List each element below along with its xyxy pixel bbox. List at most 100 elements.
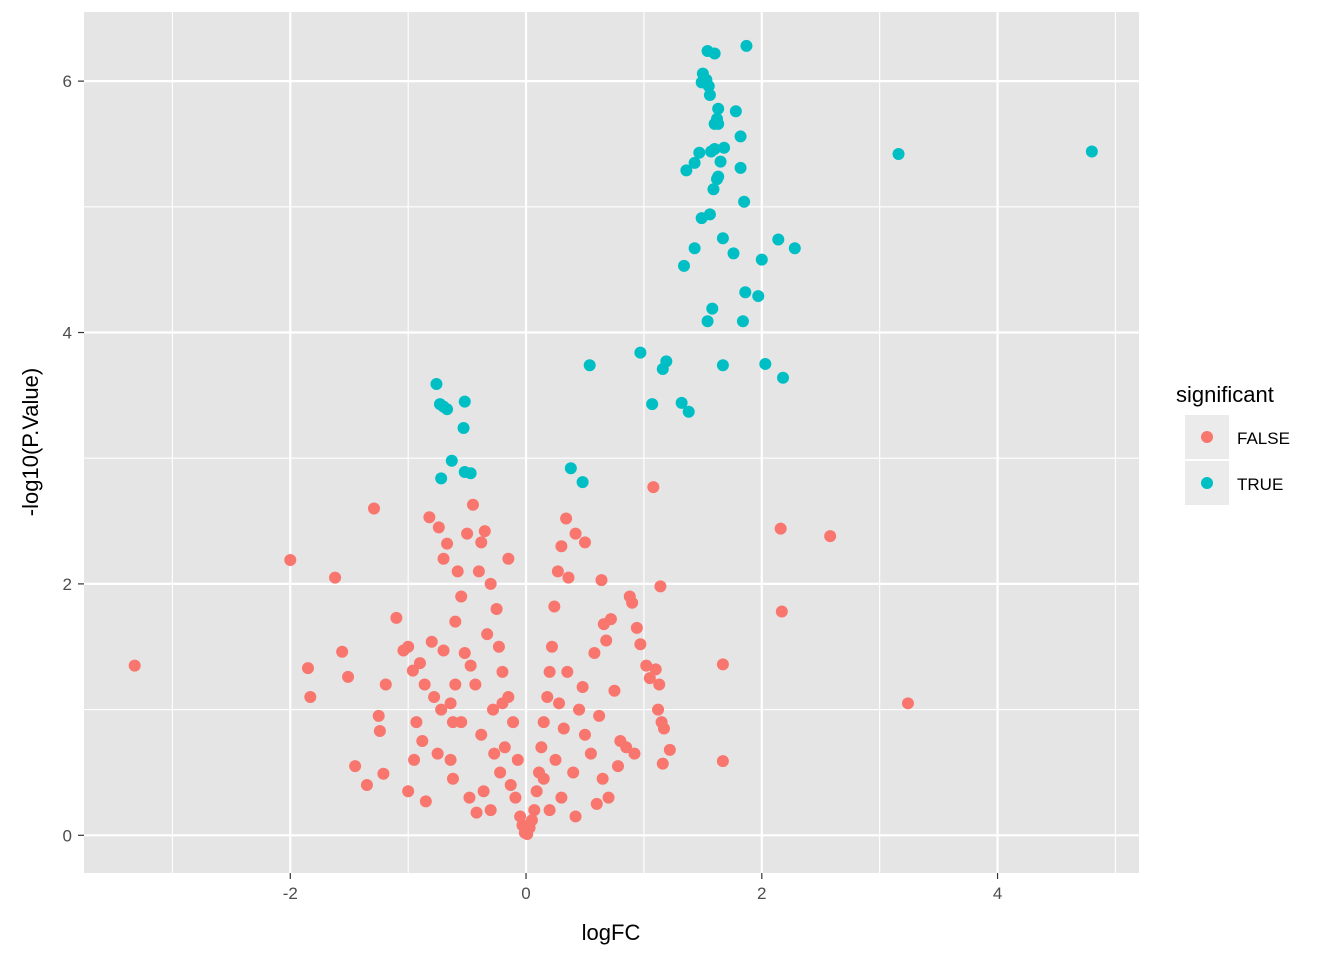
point-true [703,208,716,221]
data-points [128,39,1098,841]
point-true [777,371,790,384]
point-true [435,472,448,485]
point-false [475,536,488,549]
point-false [488,747,501,760]
legend: significant FALSE TRUE [1176,382,1290,505]
y-axis-ticks: 0 2 4 6 [63,72,84,845]
point-false [304,691,317,704]
point-false [528,804,541,817]
point-false [530,785,543,798]
point-false [449,678,462,691]
point-false [428,691,441,704]
point-true [677,259,690,272]
point-false [634,638,647,651]
point-false [611,760,624,773]
y-axis-title: -log10(P.Value) [18,368,43,516]
point-false [477,785,490,798]
y-tick-label: 6 [63,72,72,91]
x-axis-title: logFC [582,920,641,945]
legend-title: significant [1176,382,1274,407]
point-true [693,146,706,159]
minor-gridlines [84,12,1139,873]
point-false [478,525,491,538]
point-true [660,355,673,368]
point-true [675,396,688,409]
point-false [640,659,653,672]
point-false [416,735,429,748]
point-true [576,476,589,489]
point-true [712,117,725,130]
point-true [718,141,731,154]
point-false [494,766,507,779]
legend-key-false-dot [1201,431,1213,443]
point-false [449,615,462,628]
point-false [492,640,505,653]
point-false [578,536,591,549]
point-true [708,47,721,60]
point-false [620,741,633,754]
point-false [643,672,656,685]
point-false [463,791,476,804]
y-tick-label: 4 [63,324,72,343]
point-false [437,644,450,657]
point-false [406,664,419,677]
point-true [772,233,785,246]
point-false [342,670,355,683]
point-false [461,527,474,540]
point-false [410,716,423,729]
point-true [464,467,477,480]
point-false [541,691,554,704]
point-false [502,552,515,565]
point-false [626,596,639,609]
point-false [435,703,448,716]
point-false [498,741,511,754]
point-true [740,39,753,52]
point-true [736,315,749,328]
x-tick-label: 0 [521,884,530,903]
point-true [564,462,577,475]
point-true [688,156,701,169]
point-true [682,405,695,418]
point-true [892,148,905,161]
point-false [652,703,665,716]
point-false [379,678,392,691]
point-false [576,680,589,693]
point-true [752,290,765,303]
point-false [496,665,509,678]
point-true [634,346,647,359]
point-false [329,571,342,584]
point-true [712,170,725,183]
point-false [413,657,426,670]
point-true [714,155,727,168]
point-false [543,665,556,678]
point-false [595,574,608,587]
point-true [1085,145,1098,158]
point-false [373,724,386,737]
point-false [484,577,497,590]
point-true [734,161,747,174]
point-false [509,791,522,804]
point-false [555,540,568,553]
point-false [596,772,609,785]
point-false [367,502,380,515]
point-false [774,522,787,535]
point-true [734,130,747,143]
point-false [470,806,483,819]
point-true [702,80,715,93]
point-true [788,242,801,255]
point-false [549,753,562,766]
x-tick-label: 2 [757,884,766,903]
point-false [504,779,517,792]
point-false [716,755,729,768]
point-false [553,697,566,710]
point-false [525,814,538,827]
point-false [588,647,601,660]
point-false [535,741,548,754]
point-true [646,398,659,411]
point-false [490,603,503,616]
point-true [706,302,719,315]
point-false [578,728,591,741]
point-false [419,795,432,808]
legend-key-true-dot [1201,477,1213,489]
point-true [727,247,740,260]
